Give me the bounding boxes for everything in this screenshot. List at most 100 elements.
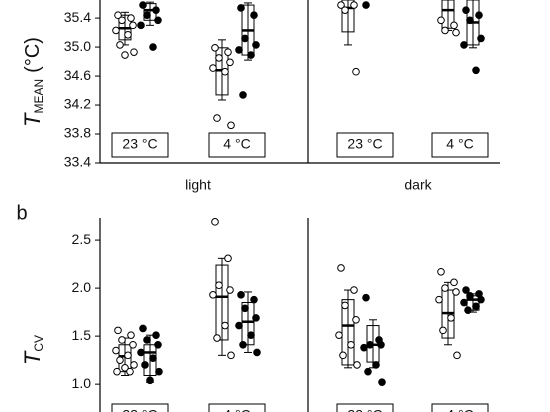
data-point [235,46,243,54]
y-tick-label: 35.4 [64,9,91,25]
data-point [239,340,247,349]
data-point [113,367,121,376]
data-point [450,278,458,287]
data-point [152,331,160,339]
data-point [337,264,345,272]
data-point [437,16,445,25]
data-point [127,14,135,22]
data-point [211,218,219,226]
data-point [154,16,162,25]
data-point [211,44,219,52]
data-point [472,302,480,311]
data-point [227,121,235,130]
condition-box [336,403,394,412]
data-point [252,41,260,49]
data-point [462,6,470,14]
box [341,0,355,33]
condition-box [431,132,489,158]
data-point [139,324,147,333]
data-point [441,284,449,292]
data-point [235,321,243,330]
data-point [472,66,480,75]
data-point [460,41,468,49]
box [341,299,355,366]
data-point [112,26,120,35]
condition-label: 23 °C [347,136,382,152]
y-tick-label: 34.6 [64,67,91,83]
data-point [353,361,361,369]
data-point [341,301,349,310]
data-point [362,1,370,9]
data-point [360,343,368,352]
data-point [139,1,147,9]
data-point [213,114,221,122]
data-point [127,331,135,339]
data-point [215,54,223,62]
y-tick-label: 2.5 [72,231,92,247]
data-point [116,356,124,364]
data-point [118,336,126,344]
section-label: light [185,177,211,193]
condition-label: 4 °C [446,407,473,412]
condition-box [208,132,266,158]
data-point [439,326,447,335]
data-point [149,354,157,363]
condition-box [111,132,169,158]
data-point [441,26,449,35]
condition-box [336,132,394,158]
y-tick-label: 1.5 [72,327,92,343]
panel-label: b [16,202,27,224]
box [215,264,229,341]
data-point [452,288,460,296]
data-point [124,351,132,360]
data-point [224,254,232,263]
data-point [435,295,443,304]
data-point [114,326,122,335]
data-point [477,295,485,304]
data-point [450,21,458,30]
data-point [447,314,455,322]
data-point [121,364,129,372]
data-point [366,340,374,349]
data-point [116,41,124,49]
data-point [237,4,245,12]
data-point [350,286,358,294]
data-point [477,34,485,43]
data-point [250,295,258,304]
data-point [146,376,154,385]
data-point [124,30,132,39]
data-point [250,11,258,20]
condition-box [431,403,489,412]
section-label: dark [404,177,432,193]
data-point [462,286,470,294]
data-point [209,291,217,299]
data-point [226,58,234,67]
data-point [378,378,386,387]
data-point [226,286,234,294]
data-point [114,11,122,20]
data-point [337,1,345,9]
data-point [247,331,255,339]
data-point [464,306,472,314]
condition-label: 4 °C [223,136,250,152]
condition-box [208,403,266,412]
y-axis-label: TCV [20,335,46,365]
condition-label: 23 °C [122,136,157,152]
data-point [341,6,349,14]
data-point [237,291,245,299]
data-point [221,321,229,330]
data-point [137,348,145,357]
data-point [118,16,126,25]
data-point [149,43,157,51]
y-tick-label: 34.2 [64,96,91,112]
data-point [252,314,260,322]
data-point [350,1,358,9]
y-axis-label: TMEAN (°C) [20,37,46,127]
data-point [155,367,163,376]
data-point [466,16,474,25]
data-point [453,351,461,360]
data-point [130,361,138,369]
data-point [227,351,235,360]
data-point [141,361,149,369]
